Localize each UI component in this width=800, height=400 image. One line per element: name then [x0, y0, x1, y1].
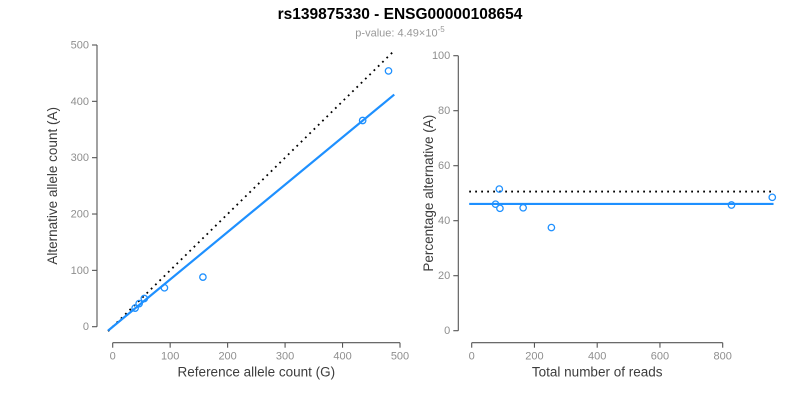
data-point [160, 283, 169, 292]
data-point [768, 193, 777, 202]
x-axis-title: Reference allele count (G) [178, 365, 336, 380]
figure-title: rs139875330 - ENSG00000108654 [277, 6, 523, 23]
x-tick-label: 0 [110, 351, 116, 363]
y-tick-label: 100 [432, 50, 450, 62]
x-tick-label: 600 [651, 351, 669, 363]
x-tick-label: 400 [588, 351, 606, 363]
p-value-exponent: -5 [437, 25, 445, 34]
y-axis-title: Percentage alternative (A) [421, 115, 436, 272]
data-point [199, 273, 207, 281]
y-tick-label: 200 [71, 209, 89, 221]
x-tick-label: 400 [333, 351, 351, 363]
data-point [384, 67, 393, 75]
p-value-text: p-value: 4.49×10 [355, 27, 438, 40]
data-point [135, 299, 143, 308]
x-tick-label: 800 [714, 351, 732, 363]
right-plot-percentage-vs-reads-scatter: 0 20 40 60 80 100 0 200 400 600 800 Total number of… [421, 50, 777, 380]
y-tick-label: 100 [71, 265, 89, 277]
data-point [519, 203, 528, 212]
x-tick-label: 300 [276, 351, 294, 363]
y-tick-label: 0 [83, 321, 89, 333]
y-tick-label: 80 [438, 105, 450, 117]
data-point [358, 116, 367, 125]
data-point [547, 223, 556, 232]
data-point [491, 200, 500, 209]
data-point [495, 185, 504, 193]
y-tick-label: 40 [438, 215, 450, 227]
y-tick-label: 60 [438, 160, 450, 172]
x-tick-label: 100 [161, 351, 179, 363]
left-plot-allele-counts-scatter: 0 100 200 300 400 500 0 100 200 300 400 500 Referenc… [45, 40, 409, 380]
y-tick-label: 0 [444, 325, 450, 337]
x-tick-label: 500 [391, 351, 409, 363]
data-point [727, 201, 736, 209]
y-axis-title: Alternative allele count (A) [45, 107, 60, 265]
y-tick-label: 500 [71, 40, 89, 52]
y-tick-label: 300 [71, 152, 89, 164]
data-point [496, 204, 504, 213]
x-axis-title: Total number of reads [532, 365, 663, 380]
data-point [140, 294, 149, 303]
data-point [131, 304, 139, 312]
y-tick-label: 20 [438, 270, 450, 282]
y-tick-label: 400 [71, 96, 89, 108]
x-tick-label: 0 [469, 351, 475, 363]
x-tick-label: 200 [218, 351, 236, 363]
identity-line [107, 51, 394, 332]
x-tick-label: 200 [525, 351, 543, 363]
fit-line [107, 93, 395, 332]
figure-subtitle: p-value: 4.49×10-5 [0, 25, 800, 40]
